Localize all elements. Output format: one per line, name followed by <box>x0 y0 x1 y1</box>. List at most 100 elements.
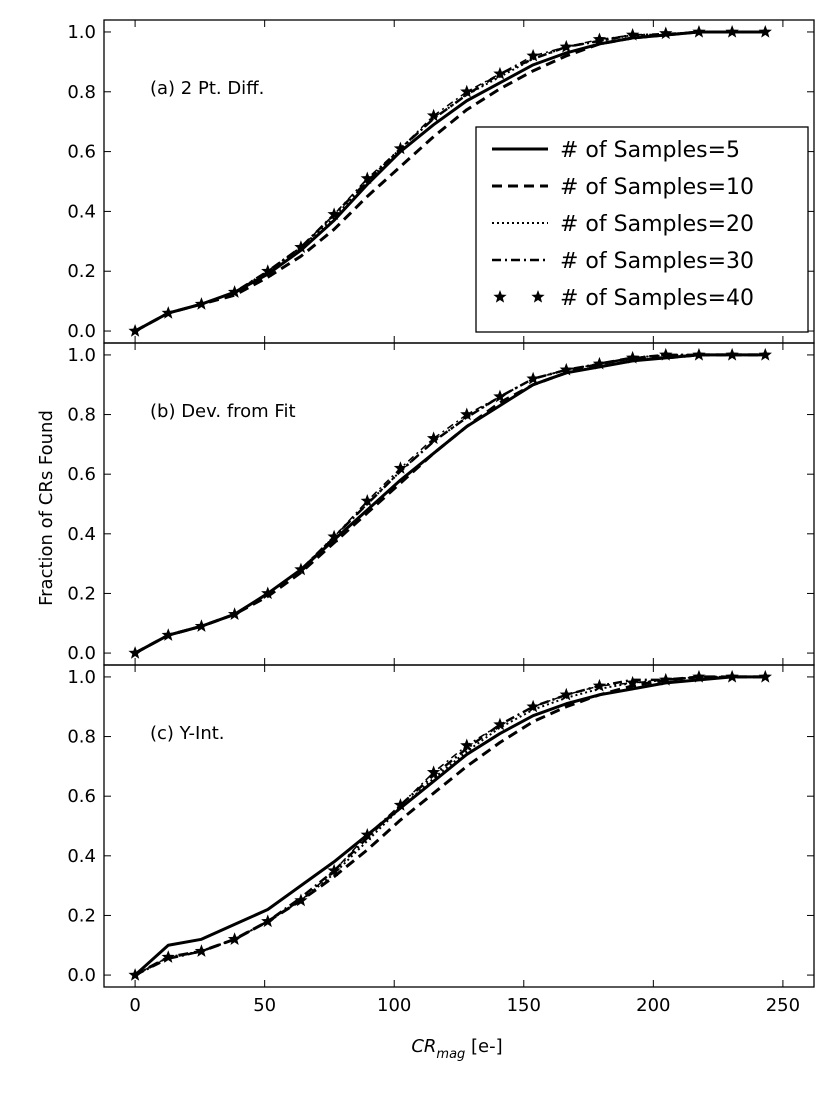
x-tick-label: 50 <box>253 995 276 1016</box>
data-point-star <box>227 607 242 620</box>
data-point-star <box>559 39 573 53</box>
legend: # of Samples=5 # of Samples=10 # of Sample… <box>475 126 809 333</box>
series-line-4 <box>134 353 766 655</box>
panel-label: (a) 2 Pt. Diff. <box>150 78 264 99</box>
data-point-star <box>327 863 341 877</box>
data-point-star <box>128 968 142 981</box>
y-tick-label: 0.4 <box>67 524 96 545</box>
data-point-star <box>261 914 275 928</box>
data-point-star <box>592 678 607 692</box>
data-point-star <box>559 362 573 376</box>
y-tick-label: 0.0 <box>67 643 96 664</box>
panel-1: 0.0 0.2 0.4 0.6 0.8 1.0 (b) Dev. from Fit <box>67 342 815 666</box>
panel-frame <box>103 664 815 988</box>
y-tick-label: 1.0 <box>67 22 96 43</box>
x-tick-label: 100 <box>377 995 411 1016</box>
x-axis-label-main: CR <box>411 1036 436 1057</box>
y-tick-label: 0.2 <box>67 583 96 604</box>
data-point-star <box>592 32 607 46</box>
data-point-star <box>161 950 175 963</box>
data-point-star <box>725 24 739 38</box>
data-point-star <box>227 285 242 298</box>
legend-label-3: # of Samples=20 <box>560 212 754 237</box>
data-point-star <box>659 347 673 361</box>
data-point-star <box>261 264 275 277</box>
data-point-star <box>460 407 474 421</box>
x-axis-label-sub: mag <box>436 1047 465 1062</box>
data-point-star <box>393 798 408 811</box>
data-point-star <box>194 297 209 310</box>
data-point-star <box>360 494 374 507</box>
data-point-star <box>725 669 739 683</box>
data-point-star <box>758 669 772 683</box>
series-line-2 <box>134 30 766 333</box>
x-axis-label: CRmag [e-] <box>411 1036 502 1062</box>
data-point-star <box>460 738 474 752</box>
y-tick-label: 0.6 <box>67 786 96 807</box>
data-point-star <box>161 306 175 319</box>
data-point-star <box>493 389 507 403</box>
data-point-star <box>194 944 209 957</box>
data-point-star <box>426 765 441 778</box>
series-line-5 <box>134 676 766 976</box>
data-point-star <box>493 717 507 731</box>
series-line-1 <box>134 675 766 977</box>
panel-frame <box>103 342 815 666</box>
y-tick-label: 0.6 <box>67 142 96 163</box>
series-line-5 <box>134 31 766 332</box>
data-point-star <box>227 932 242 945</box>
data-point-star <box>526 371 540 385</box>
x-tick-label: 200 <box>636 995 670 1016</box>
data-point-star <box>758 24 772 38</box>
x-tick-label: 150 <box>507 995 541 1016</box>
data-point-star <box>327 207 341 221</box>
legend-label-2: # of Samples=10 <box>560 175 754 200</box>
y-tick-label: 1.0 <box>67 345 96 366</box>
legend-label-1: # of Samples=5 <box>560 138 740 163</box>
data-point-star <box>659 672 673 686</box>
data-point-star <box>692 347 706 361</box>
panel-2: 0.0 0.2 0.4 0.6 0.8 1.0 (c) Y-Int. <box>67 664 815 988</box>
y-axis-label: Fraction of CRs Found <box>36 410 57 606</box>
panel-label: (c) Y-Int. <box>150 723 225 744</box>
data-point-star <box>294 240 308 253</box>
legend-box <box>475 126 809 333</box>
x-tick-label: 250 <box>766 995 800 1016</box>
data-point-star <box>426 108 441 122</box>
y-tick-label: 0.4 <box>67 201 96 222</box>
data-point-star <box>592 356 607 370</box>
data-point-star <box>692 669 706 683</box>
y-tick-label: 0.8 <box>67 82 96 103</box>
data-point-star <box>493 66 507 80</box>
data-point-star <box>526 48 540 62</box>
data-point-star <box>393 141 408 155</box>
data-point-star <box>625 27 640 41</box>
series-line-4 <box>134 675 766 977</box>
data-point-star <box>194 619 209 632</box>
data-point-star <box>261 586 275 600</box>
data-point-star <box>659 26 673 40</box>
data-point-star <box>426 431 441 445</box>
y-tick-label: 0.2 <box>67 905 96 926</box>
data-point-star <box>460 84 474 98</box>
series-line-2 <box>134 675 766 977</box>
legend-star <box>493 290 507 303</box>
y-tick-label: 0.4 <box>67 846 96 867</box>
data-point-star <box>360 171 374 185</box>
y-tick-label: 1.0 <box>67 667 96 688</box>
data-point-star <box>526 699 540 713</box>
y-tick-label: 0.2 <box>67 261 96 282</box>
data-point-star <box>625 350 640 364</box>
data-point-star <box>294 893 308 907</box>
data-point-star <box>393 461 408 474</box>
data-point-star <box>294 562 308 576</box>
panel-label: (b) Dev. from Fit <box>150 401 296 422</box>
legend-star <box>531 290 545 303</box>
x-axis-label-unit: [e-] <box>465 1036 502 1057</box>
y-tick-label: 0.8 <box>67 727 96 748</box>
data-point-star <box>128 324 142 337</box>
data-point-star <box>327 529 341 543</box>
data-point-star <box>625 675 640 689</box>
data-point-star <box>758 347 772 361</box>
